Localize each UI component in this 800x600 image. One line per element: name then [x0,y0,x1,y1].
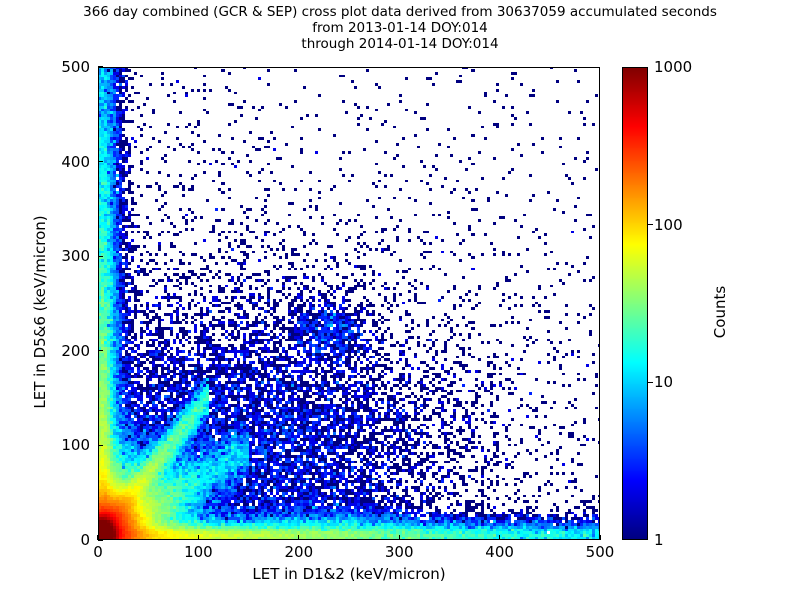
figure-title: 366 day combined (GCR & SEP) cross plot … [0,4,800,52]
y-tick-mark [98,539,103,541]
y-tick-label: 400 [61,152,90,171]
x-tick-label: 0 [93,543,103,561]
y-tick-label: 0 [80,531,90,549]
y-tick-mark [98,350,103,352]
colorbar-tick-label: 1 [654,531,664,549]
colorbar-tick-label: 100 [654,215,683,234]
x-tick-mark [197,535,200,540]
x-tick-mark [398,535,400,540]
colorbar-label: Counts [711,285,729,339]
x-tick-mark [97,535,99,540]
y-tick-mark [98,160,103,163]
colorbar-tick-mark [648,381,653,383]
y-tick-mark [98,255,103,257]
y-tick-label: 500 [61,58,90,76]
y-tick-label: 100 [61,436,90,455]
colorbar-tick-label: 10 [654,373,674,392]
heatmap-plot-area [98,67,600,540]
colorbar-tick-label: 1000 [654,58,693,76]
x-tick-label: 100 [184,543,213,561]
y-tick-mark [98,444,103,447]
colorbar-tick-mark [648,224,653,226]
y-tick-mark [98,66,103,68]
x-axis-label: LET in D1&2 (keV/micron) [252,565,446,583]
y-tick-label: 200 [61,341,90,360]
x-tick-label: 300 [384,543,414,561]
title-line-2: from 2013-01-14 DOY:014 [312,20,488,36]
x-tick-label: 200 [284,543,314,561]
colorbar-gradient [622,67,648,540]
x-tick-label: 400 [485,543,514,561]
x-tick-mark [599,535,601,540]
x-tick-label: 500 [585,543,615,561]
title-line-1: 366 day combined (GCR & SEP) cross plot … [83,4,717,20]
title-line-3: through 2014-01-14 DOY:014 [301,36,499,52]
y-axis-label: LET in D5&6 (keV/micron) [31,215,49,409]
x-tick-mark [298,535,300,540]
x-tick-mark [498,535,501,540]
y-tick-label: 300 [61,247,90,266]
